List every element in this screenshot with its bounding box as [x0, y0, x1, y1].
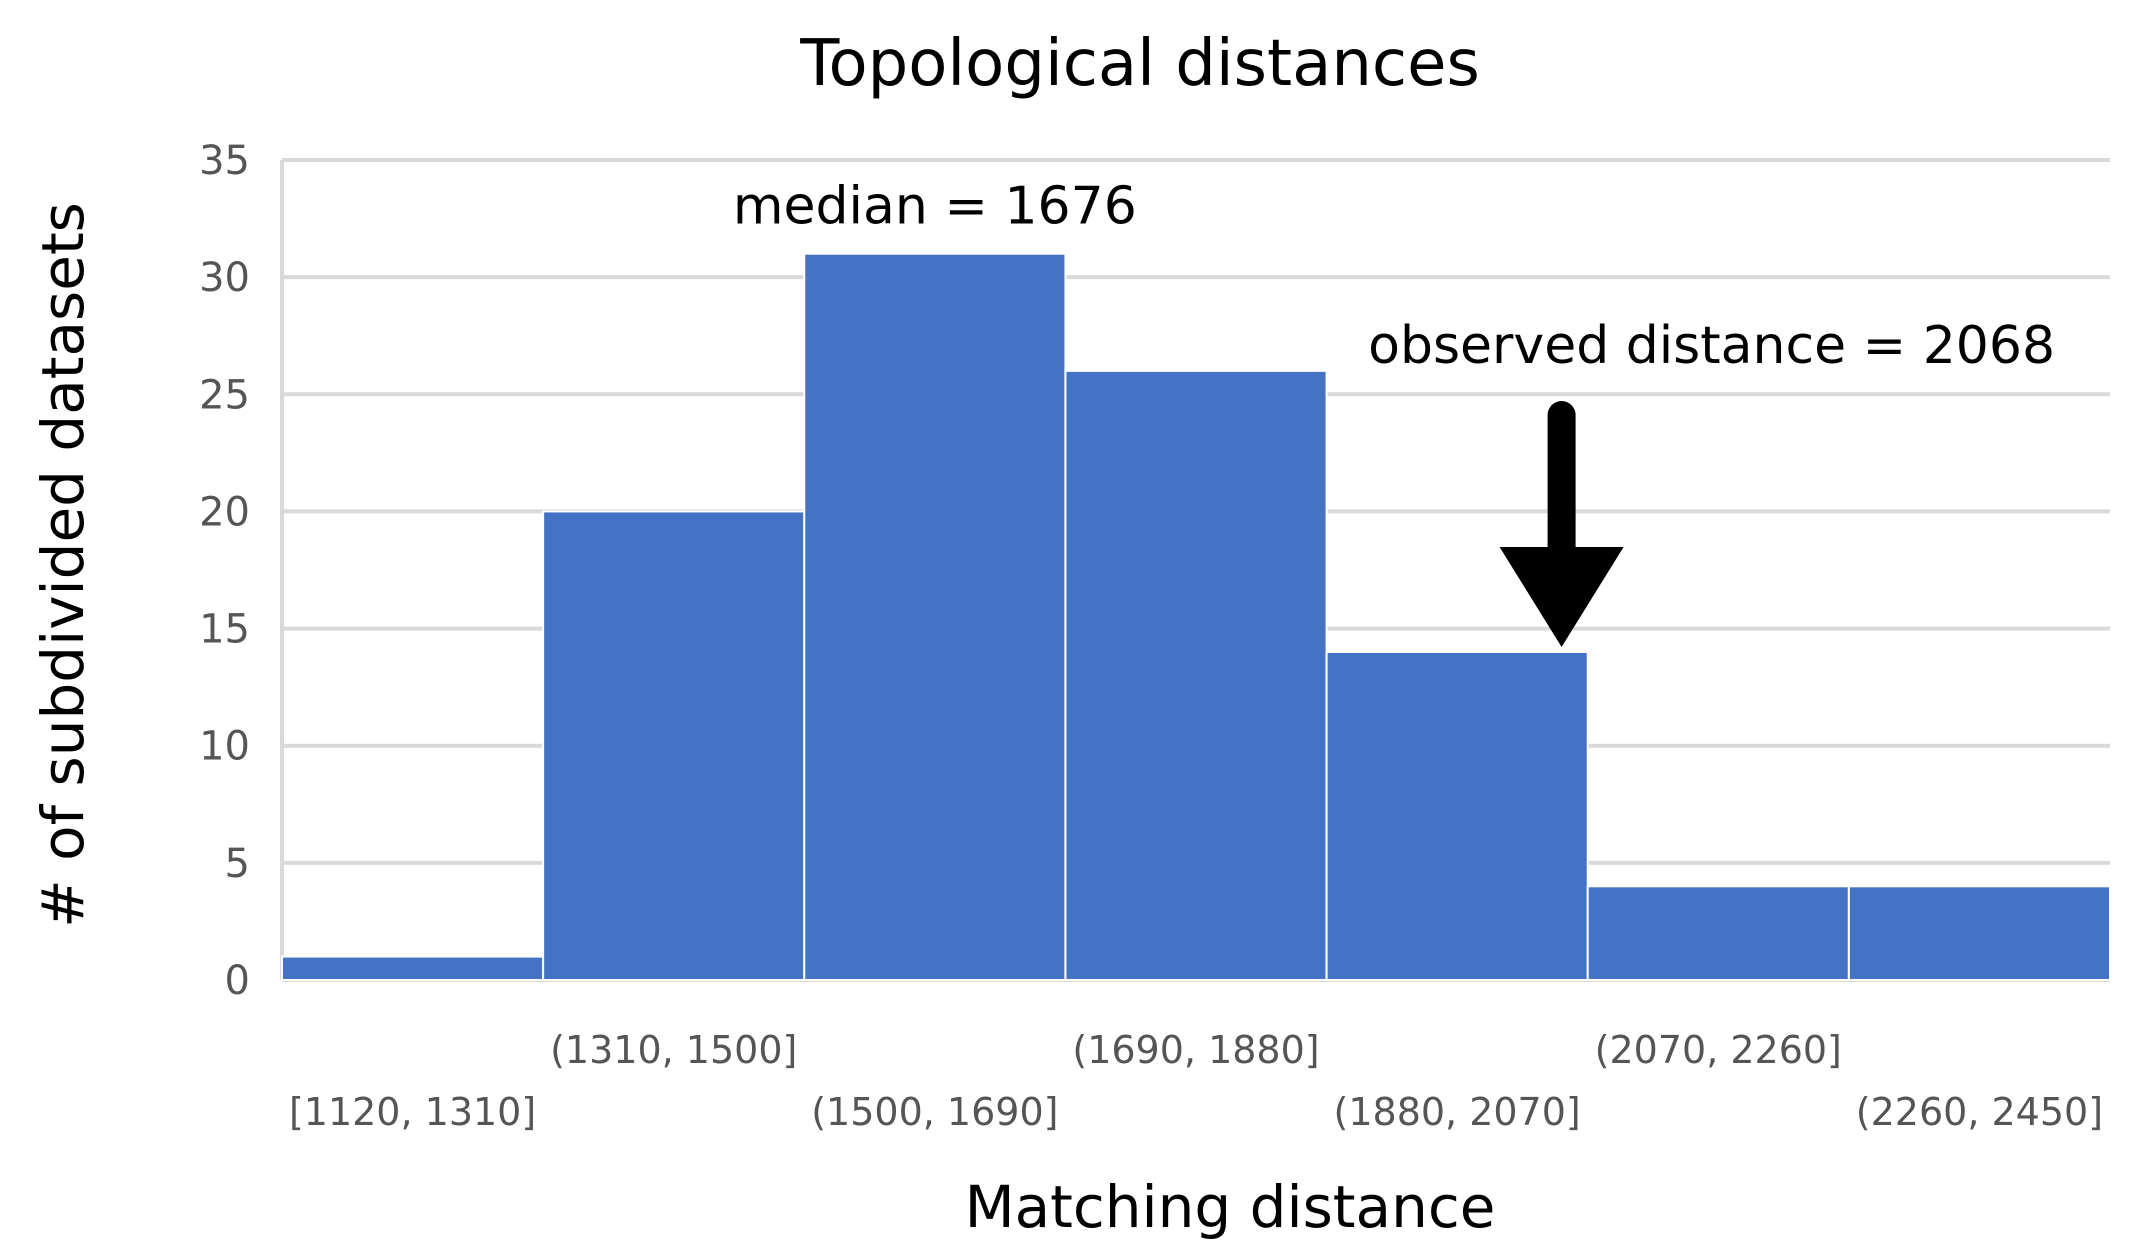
y-tick-label: 30 — [199, 255, 250, 301]
y-tick-label: 15 — [199, 607, 250, 653]
x-tick-label: (1310, 1500] — [550, 1028, 797, 1072]
bar — [542, 510, 806, 981]
y-tick-label: 5 — [225, 841, 250, 887]
arrow-head — [1499, 547, 1624, 647]
bar — [1064, 369, 1328, 982]
y-axis-title: # of subdivided datasets — [29, 202, 97, 928]
y-tick-label: 20 — [199, 489, 250, 535]
y-axis-ticks: 0 5 10 15 20 25 30 35 — [199, 138, 250, 1004]
x-axis-title: Matching distance — [965, 1173, 1496, 1241]
x-tick-label: (2260, 2450] — [1856, 1090, 2103, 1134]
chart-title: Topological distances — [799, 27, 1480, 101]
bar — [1325, 651, 1589, 981]
y-tick-label: 35 — [199, 138, 250, 184]
y-tick-label: 25 — [199, 372, 250, 418]
x-tick-label: (1690, 1880] — [1072, 1028, 1319, 1072]
bar — [281, 955, 545, 981]
observed-distance-annotation: observed distance = 2068 — [1368, 316, 2055, 376]
median-annotation: median = 1676 — [733, 177, 1137, 237]
bar — [1586, 885, 1850, 981]
y-tick-label: 0 — [225, 958, 250, 1004]
bars — [281, 252, 2112, 982]
x-tick-label: (1500, 1690] — [811, 1090, 1058, 1134]
y-tick-label: 10 — [199, 724, 250, 770]
bar — [1847, 885, 2112, 981]
bar — [803, 252, 1067, 981]
x-axis-tick-labels: [1120, 1310] (1310, 1500] (1500, 1690] (169… — [289, 1028, 2103, 1134]
observed-arrow-icon — [1499, 401, 1624, 647]
x-tick-label: (2070, 2260] — [1595, 1028, 1842, 1072]
x-tick-label: [1120, 1310] — [289, 1090, 536, 1134]
x-tick-label: (1880, 2070] — [1334, 1090, 1581, 1134]
